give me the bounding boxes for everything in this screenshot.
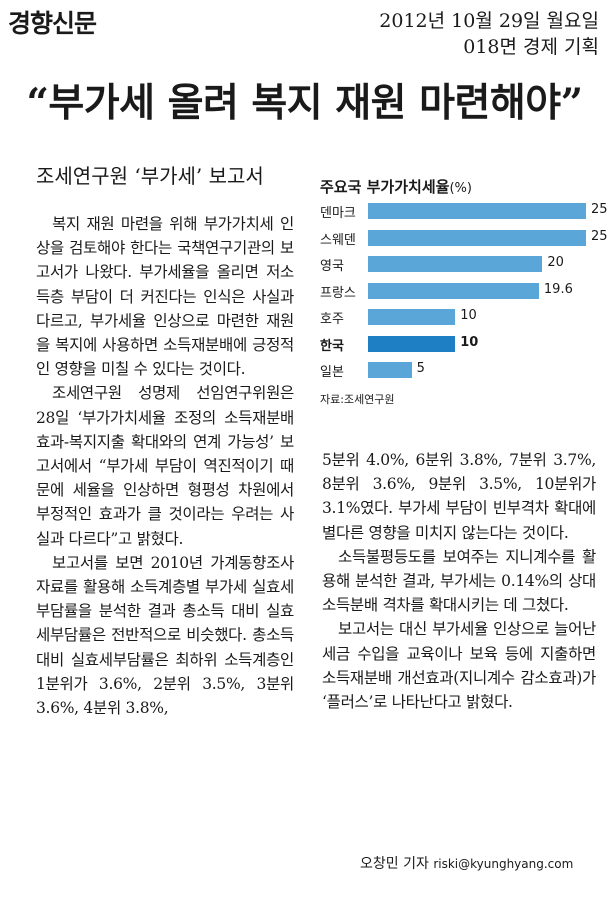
bar-label: 호주 (320, 312, 344, 327)
bar-value-label: 10 (460, 308, 477, 323)
bar-value-label: 25 (591, 202, 608, 217)
bar (368, 229, 586, 246)
body-paragraph: 복지 재원 마련을 위해 부가가치세 인상을 검토해야 한다는 국책연구기관의 … (36, 215, 294, 379)
chart-source: 자료:조세연구원 (320, 393, 395, 406)
bar-label: 영국 (320, 259, 344, 274)
bar (368, 203, 586, 219)
body-paragraph: 소득불평등도를 보여주는 지니계수를 활용해 분석한 결과, 부가세는 0.14… (322, 547, 596, 615)
bar (368, 256, 543, 272)
bar (368, 335, 456, 352)
headline: “부가세 올려 복지 재원 마련해야” (26, 80, 583, 126)
bar-label: 한국 (320, 338, 344, 354)
chart-title-text: 주요국 부가가치세율 (320, 178, 450, 196)
page-section: 018면 경제 기획 (463, 36, 599, 58)
byline: 오창민 기자 riski@kyunghyang.com (360, 853, 573, 873)
bar (368, 282, 539, 299)
body-paragraph: 5분위 4.0%, 6분위 3.8%, 7분위 3.7%, 8분위 3.6%, … (322, 451, 596, 542)
bar-label: 스웨덴 (320, 232, 356, 248)
bar-label: 일본 (320, 365, 344, 380)
body-paragraph: 보고서는 대신 부가세율 인상으로 늘어난 세금 수입을 교육이나 보육 등에 … (322, 620, 596, 712)
vat-rate-chart: 주요국 부가가치세율(%) 덴마크 25 스웨덴 25 영국 20 프랑스 19.6 호주 10 한… (316, 172, 608, 412)
bar-label: 프랑스 (320, 285, 356, 301)
reporter-name: 오창민 기자 (360, 856, 429, 872)
newspaper-masthead: 경향신문 (8, 9, 97, 38)
bar-label: 덴마크 (320, 206, 356, 221)
reporter-email: riski@kyunghyang.com (433, 857, 574, 871)
bar-value-label: 10 (460, 334, 479, 350)
bar-value-label: 20 (547, 255, 564, 270)
chart-title: 주요국 부가가치세율(%) (320, 176, 472, 197)
bar-value-label: 5 (416, 361, 425, 376)
bar (368, 362, 412, 378)
article-column-right: 5분위 4.0%, 6분위 3.8%, 7분위 3.7%, 8분위 3.6%, … (322, 448, 596, 714)
article-column-left: 복지 재원 마련을 위해 부가가치세 인상을 검토해야 한다는 국책연구기관의 … (36, 212, 294, 720)
publication-date: 2012년 10월 29일 월요일 (379, 10, 599, 32)
subheadline: 조세연구원 ‘부가세’ 보고서 (36, 164, 264, 188)
bar-value-label: 19.6 (543, 281, 573, 297)
bar-value-label: 25 (591, 228, 608, 244)
chart-unit: (%) (449, 181, 472, 196)
body-paragraph: 보고서를 보면 2010년 가계동향조사 자료를 활용해 소득계층별 부가세 실… (36, 553, 294, 718)
body-paragraph: 조세연구원 성명제 선임연구위원은 28일 ‘부가가치세율 조정의 소득재분배 … (36, 384, 294, 548)
bar (368, 309, 456, 325)
